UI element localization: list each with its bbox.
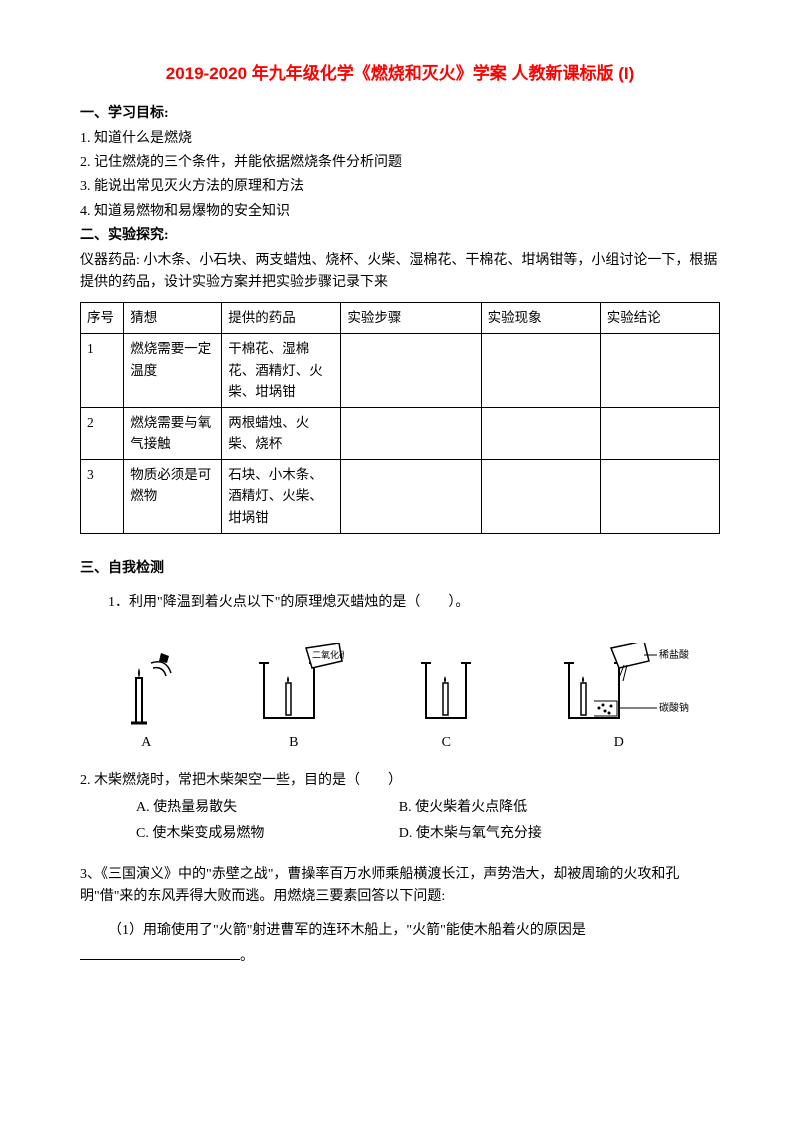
sec1-head: 一、学习目标:: [80, 103, 720, 125]
label-c: C: [442, 732, 451, 754]
svg-text:二氧化碳: 二氧化碳: [312, 649, 344, 660]
sec2-head: 二、实验探究:: [80, 225, 720, 247]
th-guess: 猜想: [124, 303, 222, 334]
table-row: 3 物质必须是可燃物 石块、小木条、酒精灯、火柴、坩埚钳: [81, 459, 720, 533]
q2-opt-d: D. 使木柴与氧气充分接: [399, 823, 662, 845]
img-a-group: A: [111, 648, 181, 754]
goal-3: 3. 能说出常见灭火方法的原理和方法: [80, 176, 720, 198]
table-row: 1 燃烧需要一定温度 干棉花、湿棉花、酒精灯、火柴、坩埚钳: [81, 333, 720, 407]
table-header-row: 序号 猜想 提供的药品 实验步骤 实验现象 实验结论: [81, 303, 720, 334]
cell: 1: [81, 333, 124, 407]
cell: [481, 459, 600, 533]
goal-1: 1. 知道什么是燃烧: [80, 128, 720, 150]
label-a: A: [141, 732, 151, 754]
goal-2: 2. 记住燃烧的三个条件，并能依据燃烧条件分析问题: [80, 152, 720, 174]
q2-opt-c: C. 使木柴变成易燃物: [136, 823, 399, 845]
img-d-group: 稀盐酸 碳酸钠 D: [549, 643, 689, 754]
th-seq: 序号: [81, 303, 124, 334]
label-d: D: [614, 732, 624, 754]
cell: [600, 459, 719, 533]
cell: 燃烧需要与氧气接触: [124, 407, 222, 459]
sec2-intro: 仪器药品: 小木条、小石块、两支蜡烛、烧杯、火柴、湿棉花、干棉花、坩埚钳等，小组…: [80, 250, 720, 295]
q2-opt-a: A. 使热量易散失: [136, 797, 399, 819]
cell: 3: [81, 459, 124, 533]
cell: [481, 407, 600, 459]
beaker-co2-icon: 二氧化碳: [244, 643, 344, 728]
q3-1-text: （1）用瑜使用了"火箭"射进曹军的连环木船上，"火箭"能使木船着火的原因是: [80, 920, 720, 942]
svg-text:碳酸钠: 碳酸钠: [659, 701, 689, 714]
th-conc: 实验结论: [600, 303, 719, 334]
table-row: 2 燃烧需要与氧气接触 两根蜡烛、火柴、烧杯: [81, 407, 720, 459]
q2-opt-b: B. 使火柴着火点降低: [399, 797, 662, 819]
document-page: 2019-2020 年九年级化学《燃烧和灭火》学案 人教新课标版 (I) 一、学…: [0, 0, 800, 1132]
cell: [341, 407, 481, 459]
cell: [341, 459, 481, 533]
th-obs: 实验现象: [481, 303, 600, 334]
cell: 燃烧需要一定温度: [124, 333, 222, 407]
q3-1-blank: 。: [80, 945, 720, 968]
cell: 石块、小木条、酒精灯、火柴、坩埚钳: [222, 459, 341, 533]
cell: 两根蜡烛、火柴、烧杯: [222, 407, 341, 459]
cell: 2: [81, 407, 124, 459]
cell: [341, 333, 481, 407]
label-b: B: [289, 732, 298, 754]
svg-text:稀盐酸: 稀盐酸: [659, 648, 689, 661]
cell: [600, 407, 719, 459]
q1-text: 1．利用"降温到着火点以下"的原理熄灭蜡烛的是（ ）。: [80, 592, 720, 614]
img-b-group: 二氧化碳 B: [244, 643, 344, 754]
th-drug: 提供的药品: [222, 303, 341, 334]
q1-images: A 二氧化碳 B C: [80, 634, 720, 754]
doc-title: 2019-2020 年九年级化学《燃烧和灭火》学案 人教新课标版 (I): [80, 60, 720, 87]
goal-4: 4. 知道易燃物和易爆物的安全知识: [80, 201, 720, 223]
q3-text: 3、《三国演义》中的"赤壁之战"，曹操率百万水师乘船横渡长江，声势浩大，却被周瑜…: [80, 864, 720, 909]
cell: [600, 333, 719, 407]
q2-options: A. 使热量易散失 B. 使火柴着火点降低 C. 使木柴变成易燃物 D. 使木柴…: [136, 795, 720, 848]
experiment-table: 序号 猜想 提供的药品 实验步骤 实验现象 实验结论 1 燃烧需要一定温度 干棉…: [80, 302, 720, 533]
beaker-acid-icon: 稀盐酸 碳酸钠: [549, 643, 689, 728]
cell: 干棉花、湿棉花、酒精灯、火柴、坩埚钳: [222, 333, 341, 407]
beaker-cover-icon: [406, 643, 486, 728]
cell: [481, 333, 600, 407]
cell: 物质必须是可燃物: [124, 459, 222, 533]
th-step: 实验步骤: [341, 303, 481, 334]
sec3-head: 三、自我检测: [80, 558, 720, 580]
img-c-group: C: [406, 643, 486, 754]
q2-text: 2. 木柴燃烧时，常把木柴架空一些，目的是（ ）: [80, 770, 720, 792]
candle-blow-icon: [111, 648, 181, 728]
